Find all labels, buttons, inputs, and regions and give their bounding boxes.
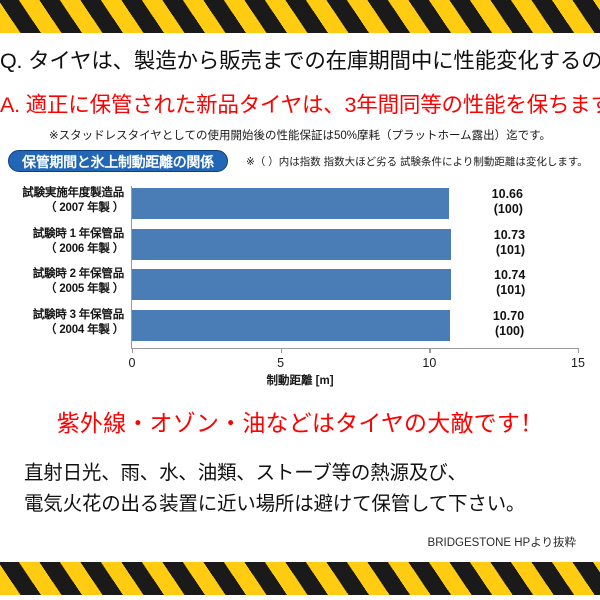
bar-rect [132, 228, 452, 260]
bar-chart: 試験実施年度製造品（ 2007 年製 ） 10.66 (100) 試験時 1 年保管品… [0, 180, 600, 387]
chart-x-axis-title: 制動距離 [m] [266, 375, 334, 387]
bar-value-label: 10.66 (100) [457, 187, 523, 217]
warning-text: 紫外線・オゾン・油などはタイヤの大敵です！ [56, 410, 544, 436]
advice-text-line-2: 電気火花の出る装置に近い場所は避けて保管して下さい。 [24, 493, 526, 515]
x-tick-mark [280, 348, 283, 353]
bar-category-label: 試験時 3 年保管品 （ 2004 年製 ） [0, 308, 124, 338]
bar-category-label-sub: （ 2004 年製 ） [45, 323, 124, 336]
bar-category-label-main: 試験時 3 年保管品 [32, 308, 124, 321]
answer-text: A. 適正に保管された新品タイヤは、3年間同等の性能を保ちます。 [0, 93, 600, 117]
x-tick-label: 5 [277, 356, 285, 370]
question-text: Q. タイヤは、製造から販売までの在庫期間中に性能変化するの？ [0, 49, 600, 73]
bar-index-number: (100) [494, 323, 525, 338]
x-tick-mark [429, 348, 431, 353]
bar-value-label: 10.70 (100) [458, 309, 524, 339]
bar-index-number: (101) [496, 283, 526, 297]
bar-category-label: 試験時 2 年保管品 （ 2005 年製 ） [0, 267, 124, 297]
bar-index-number: (100) [493, 202, 523, 216]
x-tick-mark [132, 348, 134, 353]
bar-row: 試験時 3 年保管品 （ 2004 年製 ） 10.70 (100) [0, 308, 600, 343]
chart-note-text: ※（ ）内は指数 指数大ほど劣る 試験条件により制動距離は変化します。 [246, 156, 588, 168]
bar-rect [132, 269, 452, 300]
bar-row: 試験実施年度製造品 （ 2007 年製 ） 10.66 (100) [0, 186, 600, 221]
source-credit-text: BRIDGESTONE HPより抜粋 [427, 537, 576, 549]
bar-category-label: 試験時 1 年保管品 （ 2006 年製 ） [0, 227, 124, 257]
chart-header: 保管期間と氷上制動距離の関係 ※（ ）内は指数 指数大ほど劣る 試験条件により制… [8, 150, 592, 173]
chart-y-axis [131, 186, 133, 349]
footnote-text: ※スタッドレスタイヤとしての使用開始後の性能保証は50%摩耗（プラットホーム露出… [49, 130, 551, 142]
bar-category-label: 試験実施年度製造品 （ 2007 年製 ） [0, 186, 124, 216]
bar-row: 試験時 2 年保管品 （ 2005 年製 ） 10.74 (101) [0, 267, 600, 302]
advice-text-line-1: 直射日光、雨、水、油類、ストーブ等の熱源及び、 [24, 462, 467, 484]
bar-value-number: 10.73 [493, 227, 526, 242]
bar-row: 試験時 1 年保管品 （ 2006 年製 ） 10.73 (101) [0, 227, 600, 262]
bar-value-number: 10.66 [491, 187, 523, 201]
bar-value-number: 10.74 [494, 268, 526, 282]
bar-category-label-main: 試験時 1 年保管品 [32, 227, 124, 240]
hazard-stripe-bottom-banner [0, 562, 600, 595]
x-tick-label: 0 [128, 356, 136, 370]
bar-category-label-main: 試験実施年度製造品 [22, 187, 124, 199]
chart-title-badge: 保管期間と氷上制動距離の関係 [8, 150, 228, 172]
bar-category-label-sub: （ 2005 年製 ） [45, 283, 124, 295]
bar-category-label-main: 試験時 2 年保管品 [32, 268, 124, 280]
chart-x-axis [131, 348, 578, 350]
bar-category-label-sub: （ 2006 年製 ） [45, 242, 124, 255]
bar-value-label: 10.73 (101) [459, 228, 525, 258]
bar-index-number: (101) [495, 242, 526, 257]
x-tick-label: 10 [422, 356, 437, 370]
x-tick-label: 15 [571, 356, 585, 370]
x-tick-mark [578, 348, 580, 353]
bar-value-label: 10.74 (101) [459, 268, 525, 298]
bar-value-number: 10.70 [492, 308, 525, 323]
bar-rect [132, 188, 449, 219]
hazard-stripe-top-banner [0, 0, 600, 33]
bar-category-label-sub: （ 2007 年製 ） [45, 202, 124, 214]
bar-rect [132, 309, 451, 341]
